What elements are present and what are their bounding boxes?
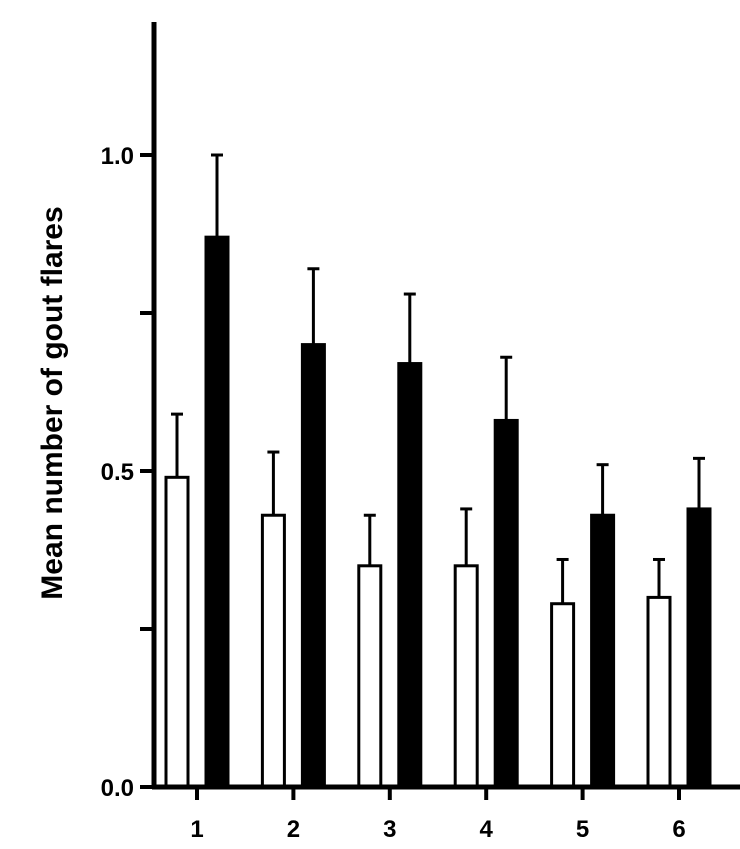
x-tick-label: 2 xyxy=(287,816,300,843)
y-axis-title: Mean number of gout flares xyxy=(36,206,69,599)
bar-series1-6 xyxy=(646,595,672,789)
y-tick-label: 0.0 xyxy=(101,775,134,802)
bar-series2-5 xyxy=(590,513,616,789)
bars-layer xyxy=(164,153,712,789)
bar-series2-2 xyxy=(300,343,326,789)
bar-series1-1 xyxy=(164,475,190,789)
bar-series1-2 xyxy=(260,513,286,789)
x-tick-label: 6 xyxy=(672,816,685,843)
x-tick-label: 3 xyxy=(383,816,396,843)
x-tick-label: 4 xyxy=(480,816,494,843)
bar-series1-3 xyxy=(357,564,383,789)
y-tick-label: 1.0 xyxy=(101,143,134,170)
axes-layer: 0.0 0.5 1.0 1 2 3 4 5 6 xyxy=(101,22,740,843)
bar-series2-4 xyxy=(493,418,519,789)
bar-series1-4 xyxy=(453,564,479,789)
bar-series1-5 xyxy=(550,602,576,789)
bar-series2-3 xyxy=(397,362,423,789)
y-tick-label: 0.5 xyxy=(101,459,134,486)
bar-series2-1 xyxy=(204,235,230,789)
x-tick-label: 1 xyxy=(190,816,203,843)
x-tick-label: 5 xyxy=(576,816,589,843)
bar-series2-6 xyxy=(686,507,712,789)
